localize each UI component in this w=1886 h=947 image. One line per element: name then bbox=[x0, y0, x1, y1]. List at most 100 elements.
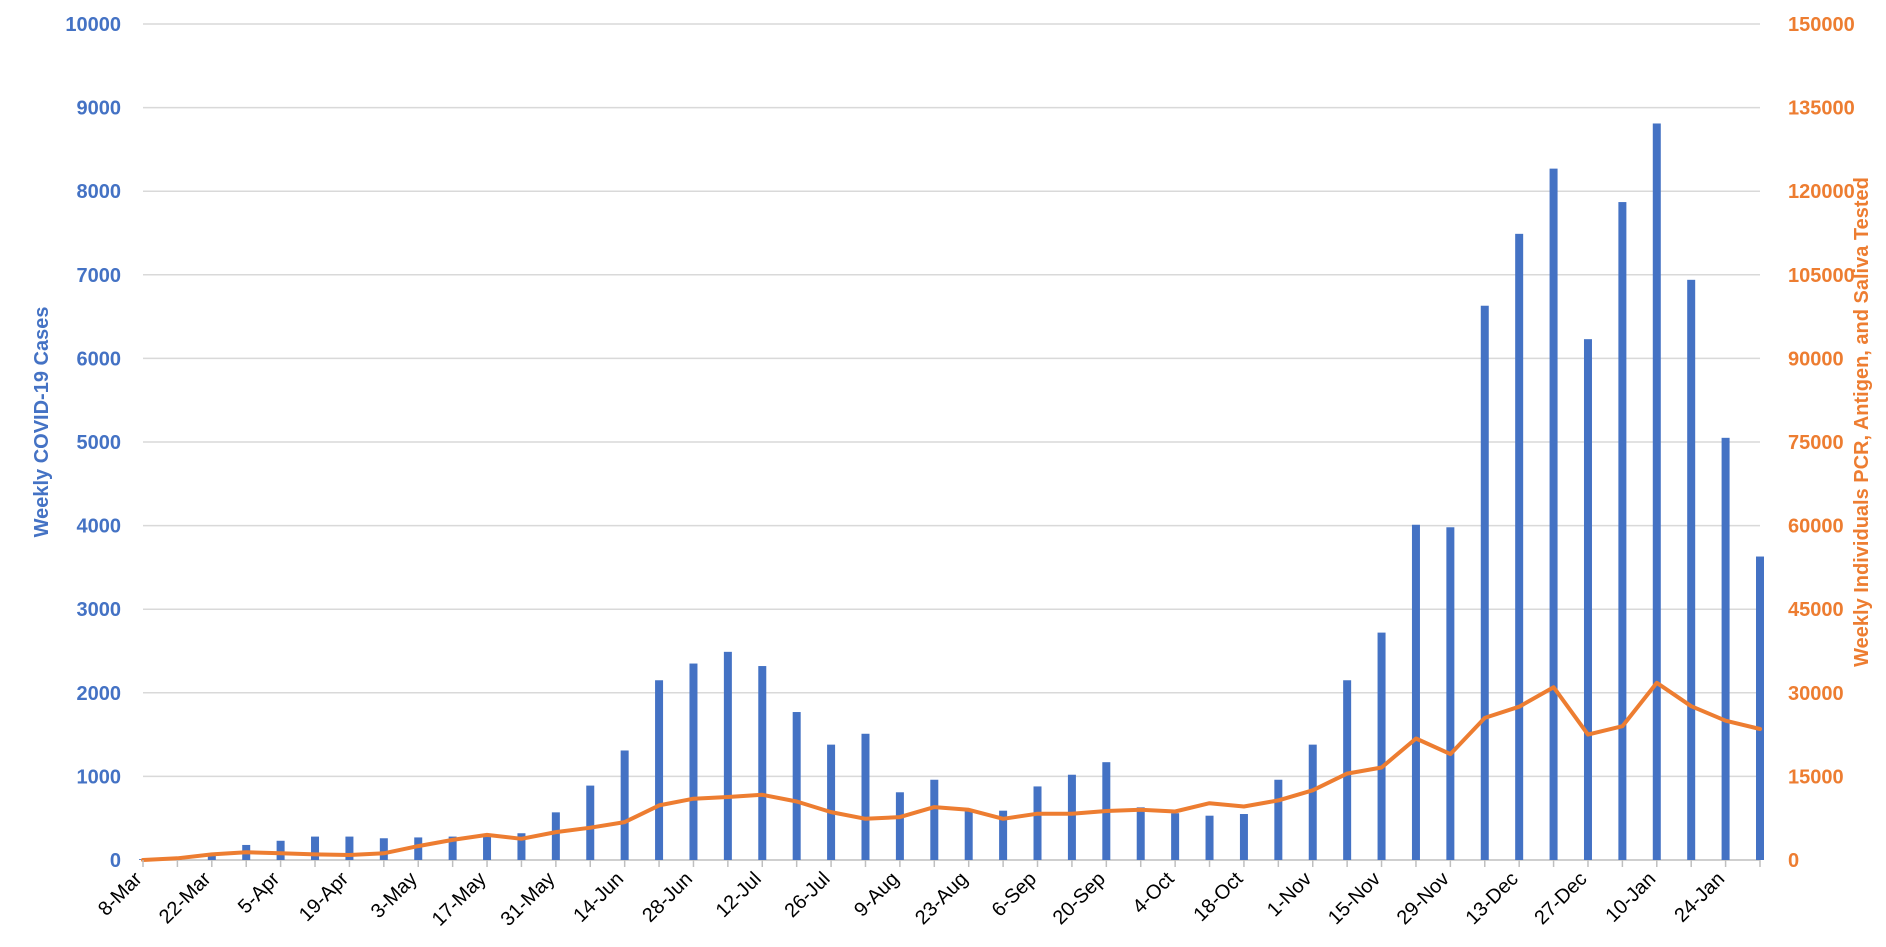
bar bbox=[1377, 632, 1386, 860]
bar bbox=[689, 663, 698, 860]
y-tick-label: 2000 bbox=[77, 683, 122, 705]
y-axis-right: 0 15000 30000 45000 60000 75000 90000 105000 120… bbox=[1788, 14, 1855, 872]
y2-tick-label: 135000 bbox=[1788, 98, 1855, 120]
x-tick-label: 24-Jan bbox=[1670, 868, 1729, 927]
y-axis-left-title: Weekly COVID-19 Cases bbox=[31, 307, 53, 538]
x-tick-label: 15-Nov bbox=[1324, 868, 1385, 929]
bar bbox=[895, 792, 904, 860]
bar bbox=[1343, 680, 1352, 860]
bar bbox=[758, 666, 767, 860]
x-tick-label: 5-Apr bbox=[234, 868, 284, 918]
y-tick-label: 5000 bbox=[77, 432, 122, 454]
x-tick-label: 27-Dec bbox=[1530, 868, 1591, 929]
bar bbox=[827, 744, 836, 860]
x-tick-label: 28-Jun bbox=[638, 868, 697, 927]
bar bbox=[1205, 815, 1214, 860]
y2-tick-label: 30000 bbox=[1788, 683, 1844, 705]
y2-tick-label: 150000 bbox=[1788, 14, 1855, 36]
y2-tick-label: 0 bbox=[1788, 850, 1799, 872]
bar bbox=[792, 712, 801, 860]
y-tick-label: 8000 bbox=[77, 181, 122, 203]
bar bbox=[1171, 813, 1180, 860]
bar bbox=[1756, 556, 1764, 860]
y-tick-label: 4000 bbox=[77, 516, 122, 538]
y-tick-label: 10000 bbox=[65, 14, 121, 36]
x-tick-label: 6-Sep bbox=[988, 868, 1041, 921]
bar bbox=[483, 834, 492, 860]
y-axis-left: 0 1000 2000 3000 4000 5000 6000 7000 8000 9000 100… bbox=[65, 14, 121, 872]
x-tick-label: 17-May bbox=[428, 868, 491, 931]
y2-tick-label: 90000 bbox=[1788, 348, 1844, 370]
gridlines bbox=[143, 23, 1760, 861]
x-tick-label: 9-Aug bbox=[850, 868, 903, 921]
bar bbox=[1583, 339, 1592, 860]
y2-tick-label: 75000 bbox=[1788, 432, 1844, 454]
x-tick-label: 18-Oct bbox=[1189, 868, 1247, 926]
bar bbox=[1446, 527, 1455, 860]
bar bbox=[586, 785, 595, 860]
bar bbox=[1239, 814, 1248, 860]
x-tick-label: 23-Aug bbox=[911, 868, 972, 929]
x-tick-label: 14-Jun bbox=[569, 868, 628, 927]
bar bbox=[1515, 233, 1524, 860]
x-tick-label: 12-Jul bbox=[712, 868, 766, 922]
x-tick-label: 10-Jan bbox=[1602, 868, 1661, 927]
bar bbox=[620, 750, 629, 860]
bar bbox=[723, 651, 732, 860]
bar bbox=[930, 779, 939, 860]
x-tick-label: 19-Apr bbox=[295, 868, 353, 926]
bar bbox=[414, 837, 423, 860]
y2-tick-label: 105000 bbox=[1788, 265, 1855, 287]
y2-tick-label: 45000 bbox=[1788, 599, 1844, 621]
y-tick-label: 9000 bbox=[77, 98, 122, 120]
line-path bbox=[141, 680, 1762, 862]
bar bbox=[551, 812, 560, 860]
y2-tick-label: 60000 bbox=[1788, 516, 1844, 538]
y2-tick-label: 15000 bbox=[1788, 766, 1844, 788]
y-tick-label: 3000 bbox=[77, 599, 122, 621]
bar bbox=[861, 733, 870, 860]
bar bbox=[1033, 786, 1042, 860]
x-tick-label: 22-Mar bbox=[155, 868, 216, 929]
bar bbox=[448, 836, 457, 860]
y-axis-right-title: Weekly Individuals PCR, Antigen, and Sal… bbox=[1851, 177, 1873, 667]
bar bbox=[1687, 279, 1696, 860]
bar bbox=[1618, 202, 1627, 860]
y-tick-label: 1000 bbox=[77, 766, 122, 788]
bar bbox=[1136, 807, 1145, 860]
bar bbox=[311, 836, 320, 860]
bar bbox=[1549, 168, 1558, 861]
x-tick-label: 26-Jul bbox=[781, 868, 835, 922]
x-axis: 8-Mar 22-Mar 5-Apr 19-Apr 3-May 17-May 31-May 1… bbox=[94, 860, 1761, 931]
y-tick-label: 6000 bbox=[77, 348, 122, 370]
bar bbox=[1721, 437, 1730, 860]
y2-tick-label: 120000 bbox=[1788, 181, 1855, 203]
bar bbox=[207, 853, 216, 860]
bar bbox=[345, 836, 354, 860]
bar bbox=[964, 810, 973, 860]
bar bbox=[999, 810, 1008, 860]
bar-series-weekly-cases bbox=[139, 123, 1764, 861]
x-tick-label: 8-Mar bbox=[94, 868, 147, 921]
bar bbox=[276, 840, 285, 860]
y-tick-label: 0 bbox=[110, 850, 121, 872]
bar bbox=[655, 680, 664, 860]
bar bbox=[379, 838, 388, 860]
bar bbox=[1067, 774, 1076, 860]
x-tick-label: 20-Sep bbox=[1049, 868, 1110, 929]
bar bbox=[1480, 305, 1489, 860]
bar bbox=[1308, 744, 1317, 860]
x-tick-label: 1-Nov bbox=[1263, 868, 1316, 921]
x-tick-label: 29-Nov bbox=[1393, 868, 1454, 929]
x-tick-label: 31-May bbox=[497, 868, 560, 931]
bar bbox=[517, 833, 526, 860]
y-tick-label: 7000 bbox=[77, 265, 122, 287]
x-tick-label: 3-May bbox=[367, 868, 422, 923]
x-tick-label: 4-Oct bbox=[1129, 868, 1179, 918]
x-tick-label: 13-Dec bbox=[1462, 868, 1523, 929]
bar bbox=[1411, 524, 1420, 860]
bar bbox=[1652, 123, 1661, 860]
line-series-tested bbox=[141, 680, 1762, 862]
